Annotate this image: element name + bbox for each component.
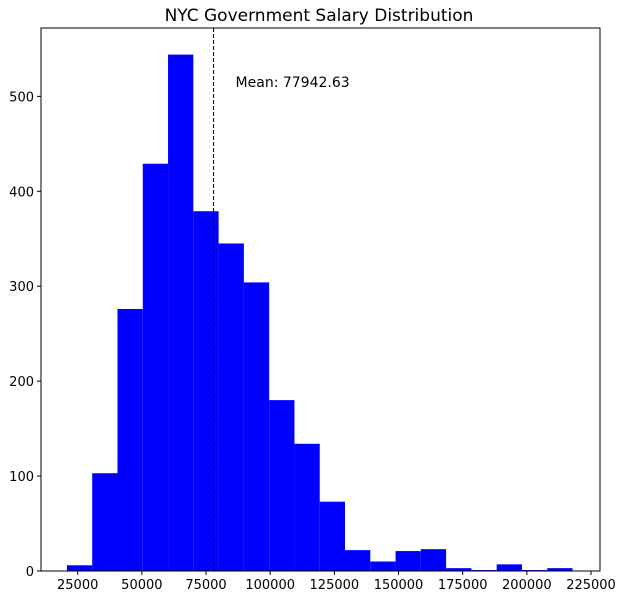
mean-annotation: Mean: 77942.63 [236,75,350,91]
x-tick-label: 200000 [502,578,552,593]
histogram-bar-18 [496,564,522,571]
chart-title: NYC Government Salary Distribution [165,6,474,26]
histogram-bar-11 [319,501,346,571]
histogram-bar-10 [294,443,320,571]
histogram-bar-20 [547,568,573,571]
x-tick-label: 75000 [185,578,226,593]
y-tick-label: 100 [9,470,34,485]
plot-frame [40,27,601,572]
x-tick-label: 50000 [121,578,162,593]
histogram-bar-8 [243,282,270,571]
y-tick-label: 0 [26,565,34,580]
histogram-bar-3 [117,308,143,571]
histogram-bar-12 [345,550,371,571]
histogram-bar-6 [193,211,219,571]
x-axis: 25000 50000 75000 100000 125000 150000 175000 2… [57,571,616,593]
histogram-bar-5 [168,54,194,571]
histogram-bar-15 [420,549,447,571]
histogram-bar-16 [446,568,472,571]
y-tick-label: 400 [9,185,34,200]
x-tick-label: 225000 [566,578,616,593]
bars-group [66,54,573,572]
x-tick-label: 125000 [310,578,360,593]
y-axis: 0 100 200 300 400 500 [9,90,41,580]
histogram-bar-13 [370,561,396,571]
histogram-bar-14 [395,551,421,571]
histogram-bar-1 [66,565,93,571]
x-tick-label: 100000 [245,578,295,593]
y-tick-label: 200 [9,375,34,390]
histogram-bar-7 [218,243,244,572]
histogram-bar-2 [92,473,118,571]
x-tick-label: 175000 [438,578,488,593]
x-tick-label: 150000 [374,578,424,593]
y-tick-label: 300 [9,280,34,295]
histogram-bar-9 [269,400,295,571]
x-tick-label: 25000 [57,578,98,593]
histogram-bar-4 [142,163,169,571]
y-tick-label: 500 [9,90,34,105]
